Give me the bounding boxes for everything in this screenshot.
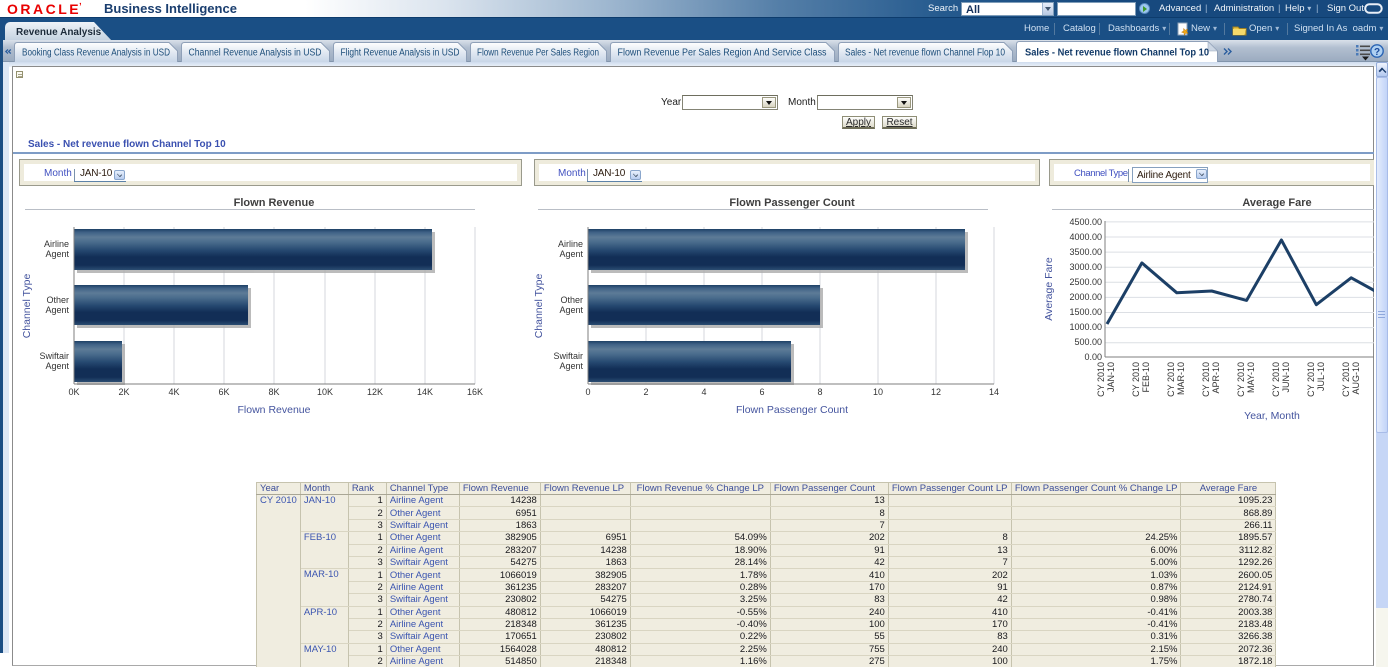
svg-text:3000.00: 3000.00 (1069, 262, 1102, 272)
svg-text:Flown Passenger Count: Flown Passenger Count (729, 197, 855, 209)
svg-text:3500.00: 3500.00 (1069, 247, 1102, 257)
svg-text:Flown Revenue Per Sales Region: Flown Revenue Per Sales Region (477, 48, 599, 59)
svg-text:12K: 12K (367, 387, 383, 397)
svg-text:Channel Revenue Analysis in US: Channel Revenue Analysis in USD (189, 48, 322, 59)
svg-text:Other: Other (560, 295, 583, 305)
svg-text:0: 0 (585, 387, 590, 397)
svg-text:MAY-10: MAY-10 (1246, 362, 1256, 393)
svg-text:FEB-10: FEB-10 (1141, 362, 1151, 393)
svg-text:CY 2010: CY 2010 (1166, 362, 1176, 397)
svg-text:2: 2 (643, 387, 648, 397)
svg-text:Channel Type: Channel Type (533, 274, 545, 339)
svg-text:Agent: Agent (45, 305, 69, 315)
svg-text:Agent: Agent (559, 361, 583, 371)
svg-text:JAN-10: JAN-10 (1106, 362, 1116, 392)
svg-text:16K: 16K (467, 387, 483, 397)
svg-text:4K: 4K (168, 387, 179, 397)
svg-text:Flown Revenue: Flown Revenue (238, 404, 311, 416)
svg-text:Flown Revenue Per Sales Region: Flown Revenue Per Sales Region And Servi… (618, 48, 827, 59)
svg-text:JUN-10: JUN-10 (1281, 362, 1291, 393)
svg-text:4500.00: 4500.00 (1069, 217, 1102, 227)
svg-text:Average Fare: Average Fare (1043, 257, 1055, 321)
svg-text:APR-10: APR-10 (1211, 362, 1221, 394)
svg-text:0.00: 0.00 (1084, 352, 1102, 362)
svg-text:Year, Month: Year, Month (1244, 410, 1300, 422)
svg-text:2K: 2K (118, 387, 129, 397)
svg-text:Swiftair: Swiftair (39, 351, 69, 361)
svg-text:0K: 0K (68, 387, 79, 397)
svg-text:Average Fare: Average Fare (1242, 197, 1311, 209)
svg-text:CY 2010: CY 2010 (1131, 362, 1141, 397)
svg-text:Agent: Agent (45, 249, 69, 259)
svg-text:Flown Revenue: Flown Revenue (234, 197, 315, 209)
svg-text:CY 2010: CY 2010 (1271, 362, 1281, 397)
svg-text:Agent: Agent (45, 361, 69, 371)
svg-text:2000.00: 2000.00 (1069, 292, 1102, 302)
svg-text:Sales - Net revenue flown Chan: Sales - Net revenue flown Channel Flop 1… (845, 48, 1005, 59)
svg-text:500.00: 500.00 (1074, 337, 1102, 347)
svg-text:4: 4 (701, 387, 706, 397)
svg-text:?: ? (1374, 47, 1380, 58)
svg-text:Airline: Airline (558, 239, 583, 249)
svg-text:1000.00: 1000.00 (1069, 322, 1102, 332)
svg-text:12: 12 (931, 387, 941, 397)
svg-text:4000.00: 4000.00 (1069, 232, 1102, 242)
svg-text:10K: 10K (317, 387, 333, 397)
svg-text:MAR-10: MAR-10 (1176, 362, 1186, 395)
svg-text:6: 6 (759, 387, 764, 397)
svg-text:Agent: Agent (559, 249, 583, 259)
svg-text:Flown Passenger Count: Flown Passenger Count (736, 404, 848, 416)
svg-text:8K: 8K (268, 387, 279, 397)
svg-text:8: 8 (817, 387, 822, 397)
svg-text:2500.00: 2500.00 (1069, 277, 1102, 287)
svg-text:Airline: Airline (44, 239, 69, 249)
svg-text:JUL-10: JUL-10 (1316, 362, 1326, 391)
svg-text:CY 2010: CY 2010 (1096, 362, 1106, 397)
svg-text:Agent: Agent (559, 305, 583, 315)
svg-text:10: 10 (873, 387, 883, 397)
svg-text:AUG-10: AUG-10 (1351, 362, 1361, 395)
svg-text:14: 14 (989, 387, 999, 397)
svg-text:Channel Type: Channel Type (21, 274, 33, 339)
svg-text:CY 2010: CY 2010 (1236, 362, 1246, 397)
svg-text:1500.00: 1500.00 (1069, 307, 1102, 317)
svg-text:Flight Revenue Analysis in USD: Flight Revenue Analysis in USD (341, 48, 460, 59)
svg-text:6K: 6K (218, 387, 229, 397)
svg-text:CY 2010: CY 2010 (1306, 362, 1316, 397)
svg-text:Other: Other (46, 295, 69, 305)
svg-text:Sales - Net revenue flown Chan: Sales - Net revenue flown Channel Top 10 (1025, 48, 1209, 59)
svg-text:14K: 14K (417, 387, 433, 397)
svg-text:Swiftair: Swiftair (553, 351, 583, 361)
svg-text:CY 2010: CY 2010 (1201, 362, 1211, 397)
svg-text:CY 2010: CY 2010 (1341, 362, 1351, 397)
svg-text:Booking Class Revenue Analysis: Booking Class Revenue Analysis in USD (22, 48, 170, 59)
